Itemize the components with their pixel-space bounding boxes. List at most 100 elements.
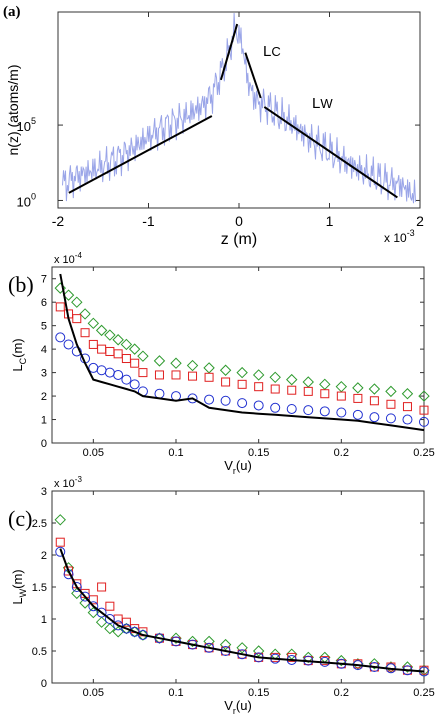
square-marker	[97, 582, 107, 592]
fit-line	[263, 106, 398, 199]
circle-marker	[104, 367, 115, 378]
fit-line	[219, 23, 239, 81]
diamond-marker	[137, 350, 149, 362]
diamond-marker	[79, 308, 91, 320]
x-axis-label-sub: r	[233, 466, 236, 476]
y-tick-exponent: 0	[31, 191, 36, 201]
y-tick-label: 3	[41, 368, 47, 380]
axes-frame	[51, 266, 425, 444]
y-tick-label: 1.5	[32, 582, 47, 594]
y-multiplier: x 10-4	[54, 251, 82, 266]
annotation-lc-sub: C	[271, 44, 280, 59]
circle-marker	[96, 607, 107, 618]
diamond-marker	[252, 369, 265, 381]
diamond-marker	[368, 658, 381, 670]
square-marker	[188, 371, 198, 381]
square-marker	[270, 384, 280, 394]
circle-marker	[270, 402, 281, 413]
panel-label: (b)	[8, 272, 34, 297]
circle-marker	[88, 362, 99, 373]
diamond-marker	[104, 329, 116, 341]
fit-line	[68, 115, 213, 194]
y-tick-label: 2	[41, 391, 47, 403]
square-marker	[419, 405, 429, 415]
x-tick-label: -2	[52, 213, 65, 229]
y-multiplier-exponent: -4	[75, 251, 83, 260]
panel-b: (b) 0.05 0.1 0.15 0.2 0.25 0 1 2 3 4 5 6 7 x 10-4 Vr(u)…	[8, 251, 435, 476]
y-tick-label: 6	[41, 297, 47, 309]
circle-marker	[286, 403, 297, 414]
x-tick-label: 0.15	[248, 447, 269, 459]
x-axis-label-unit: (u)	[236, 458, 252, 473]
square-marker	[221, 377, 231, 387]
square-marker	[72, 314, 82, 324]
diamond-marker	[128, 343, 141, 355]
diamond-marker	[95, 324, 108, 337]
y-tick-label: 0.5	[32, 646, 47, 658]
y-tick-label: 2	[41, 550, 47, 562]
y-multiplier-exponent: -3	[75, 475, 83, 484]
square-marker	[336, 391, 346, 401]
y-axis-label-unit: (m)	[10, 338, 25, 358]
square-marker	[254, 382, 264, 392]
y-tick-label: 2.5	[32, 518, 47, 530]
y-tick-label: 100	[17, 191, 36, 209]
diamond-marker	[186, 635, 199, 648]
x-tick-label: 0.2	[334, 447, 349, 459]
diamond-marker	[186, 359, 199, 372]
x-tick-label: 0.05	[83, 447, 104, 459]
x-tick-label: 0.1	[168, 687, 183, 699]
circle-marker	[129, 379, 140, 390]
diamond-marker	[95, 616, 108, 628]
diamond-marker	[302, 651, 314, 664]
fit-line	[244, 52, 262, 99]
diamond-marker	[62, 289, 75, 301]
y-tick-label: 3	[41, 486, 47, 498]
x-axis-label-unit: (u)	[236, 698, 252, 713]
diamond-marker	[335, 654, 348, 667]
y-axis-label: n(z) (atoms/m)	[5, 65, 21, 156]
circle-marker	[121, 374, 132, 385]
diamond-marker	[352, 382, 364, 394]
square-marker	[130, 358, 140, 368]
diamond-marker	[286, 373, 298, 386]
diamond-marker	[71, 296, 83, 308]
circle-marker	[154, 388, 165, 399]
diamond-marker	[87, 606, 100, 619]
x-axis-label: Vr(u)	[224, 458, 252, 476]
y-axis-label-unit: (m)	[10, 569, 25, 589]
x-tick-label: 2	[416, 213, 424, 229]
x-axis-label-sub: r	[233, 706, 236, 716]
circle-marker	[88, 601, 99, 612]
x-tick-label: 0.1	[168, 447, 183, 459]
circle-marker	[63, 339, 74, 350]
square-marker	[105, 601, 115, 611]
x-tick-label: -1	[142, 213, 155, 229]
x-tick-label: 0.05	[83, 687, 104, 699]
diamond-marker	[252, 645, 265, 657]
diamond-marker	[170, 632, 182, 644]
y-axis-label: LW(m)	[10, 569, 28, 604]
circle-marker	[104, 614, 115, 624]
diamond-marker	[153, 355, 166, 367]
circle-marker	[96, 365, 107, 376]
x-tick-label: 1	[326, 213, 334, 229]
diamond-marker	[219, 638, 232, 651]
y-tick-label: 1	[41, 415, 47, 427]
circle-marker	[237, 398, 248, 409]
y-tick-label: 0	[41, 678, 47, 690]
series-line	[59, 273, 425, 432]
x-tick-label: 0.2	[334, 687, 349, 699]
square-marker	[80, 328, 90, 338]
x-tick-label: 0.25	[413, 447, 434, 459]
square-marker	[171, 370, 181, 380]
square-marker	[55, 302, 65, 312]
diamond-marker	[219, 364, 232, 376]
diamond-marker	[368, 383, 381, 395]
square-marker	[353, 393, 363, 403]
circle-marker	[336, 407, 347, 418]
diamond-marker	[120, 338, 133, 351]
diamond-marker	[54, 514, 66, 526]
square-marker	[402, 402, 412, 412]
